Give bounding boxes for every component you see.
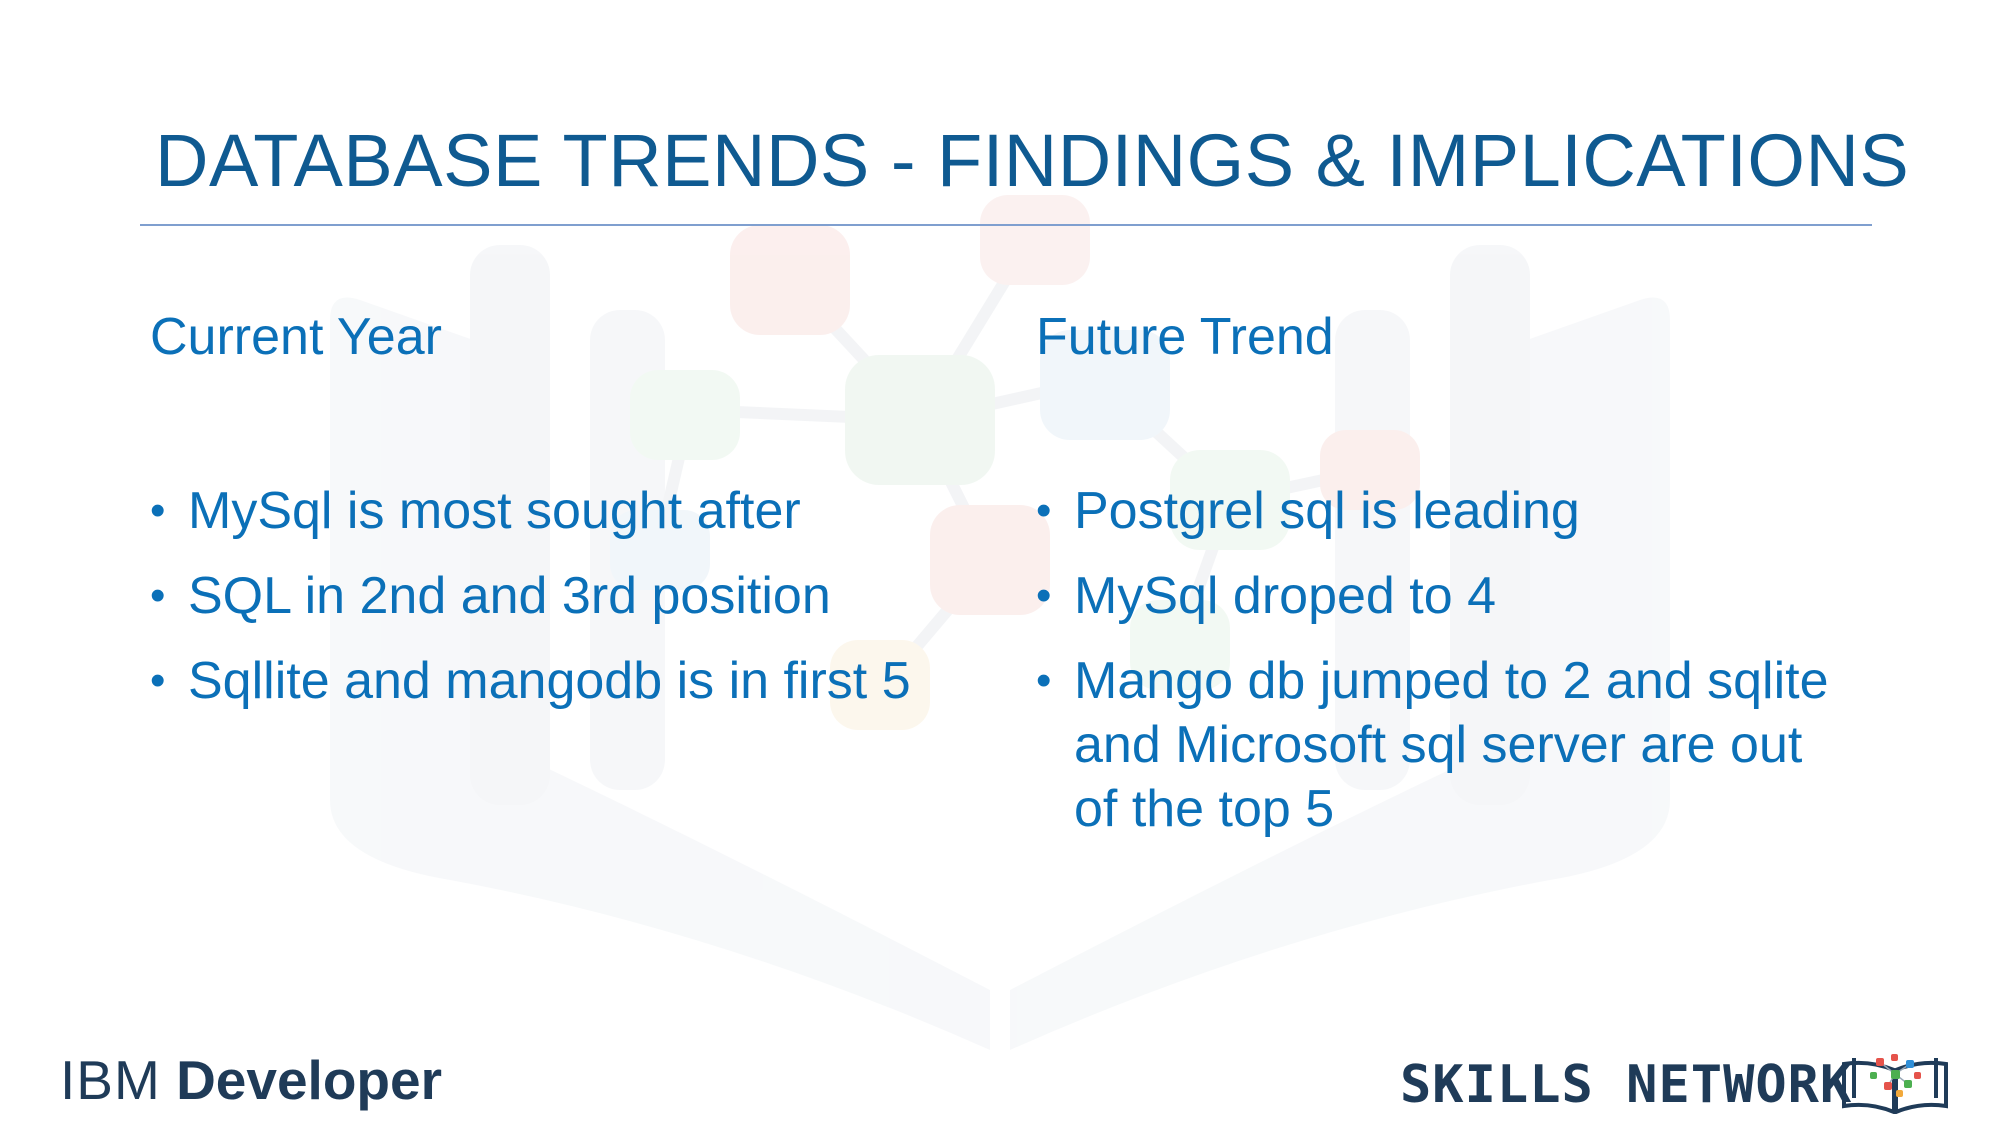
list-item: • SQL in 2nd and 3rd position: [150, 564, 990, 628]
list-item: • MySql droped to 4: [1036, 564, 1876, 628]
developer-logo-text: Developer: [176, 1049, 443, 1111]
future-trend-bullet-list: • Postgrel sql is leading • MySql droped…: [1036, 479, 1876, 841]
bullet-dot-icon: •: [150, 486, 166, 535]
title-divider: [140, 224, 1872, 226]
future-trend-column: Future Trend • Postgrel sql is leading •…: [1036, 305, 1876, 862]
bullet-dot-icon: •: [1036, 571, 1052, 620]
bullet-text: MySql is most sought after: [188, 482, 801, 540]
future-trend-heading: Future Trend: [1036, 308, 1334, 366]
bullet-dot-icon: •: [150, 571, 166, 620]
bullet-text: MySql droped to 4: [1074, 567, 1497, 625]
list-item: • Postgrel sql is leading: [1036, 479, 1876, 543]
list-item: • Mango db jumped to 2 and sqlite and Mi…: [1036, 649, 1834, 841]
list-item: • Sqllite and mangodb is in first 5: [150, 649, 990, 713]
bullet-dot-icon: •: [1036, 656, 1052, 705]
bullet-dot-icon: •: [150, 656, 166, 705]
ibm-developer-logo: IBM Developer: [60, 1050, 442, 1110]
current-year-column: Current Year • MySql is most sought afte…: [150, 305, 990, 734]
bullet-text: SQL in 2nd and 3rd position: [188, 567, 831, 625]
bullet-text: Postgrel sql is leading: [1074, 482, 1580, 540]
current-year-heading: Current Year: [150, 308, 442, 366]
bullet-text: Sqllite and mangodb is in first 5: [188, 652, 911, 710]
skills-network-logo-text: SKILLS NETWORK: [1400, 1055, 1853, 1115]
list-item: • MySql is most sought after: [150, 479, 990, 543]
open-book-network-icon: [1842, 1054, 1948, 1114]
slide-title: DATABASE TRENDS - FINDINGS & IMPLICATION…: [155, 119, 1910, 202]
bullet-text: Mango db jumped to 2 and sqlite and Micr…: [1074, 652, 1829, 838]
ibm-logo-text: IBM: [60, 1049, 161, 1111]
bullet-dot-icon: •: [1036, 486, 1052, 535]
current-year-bullet-list: • MySql is most sought after • SQL in 2n…: [150, 479, 990, 713]
